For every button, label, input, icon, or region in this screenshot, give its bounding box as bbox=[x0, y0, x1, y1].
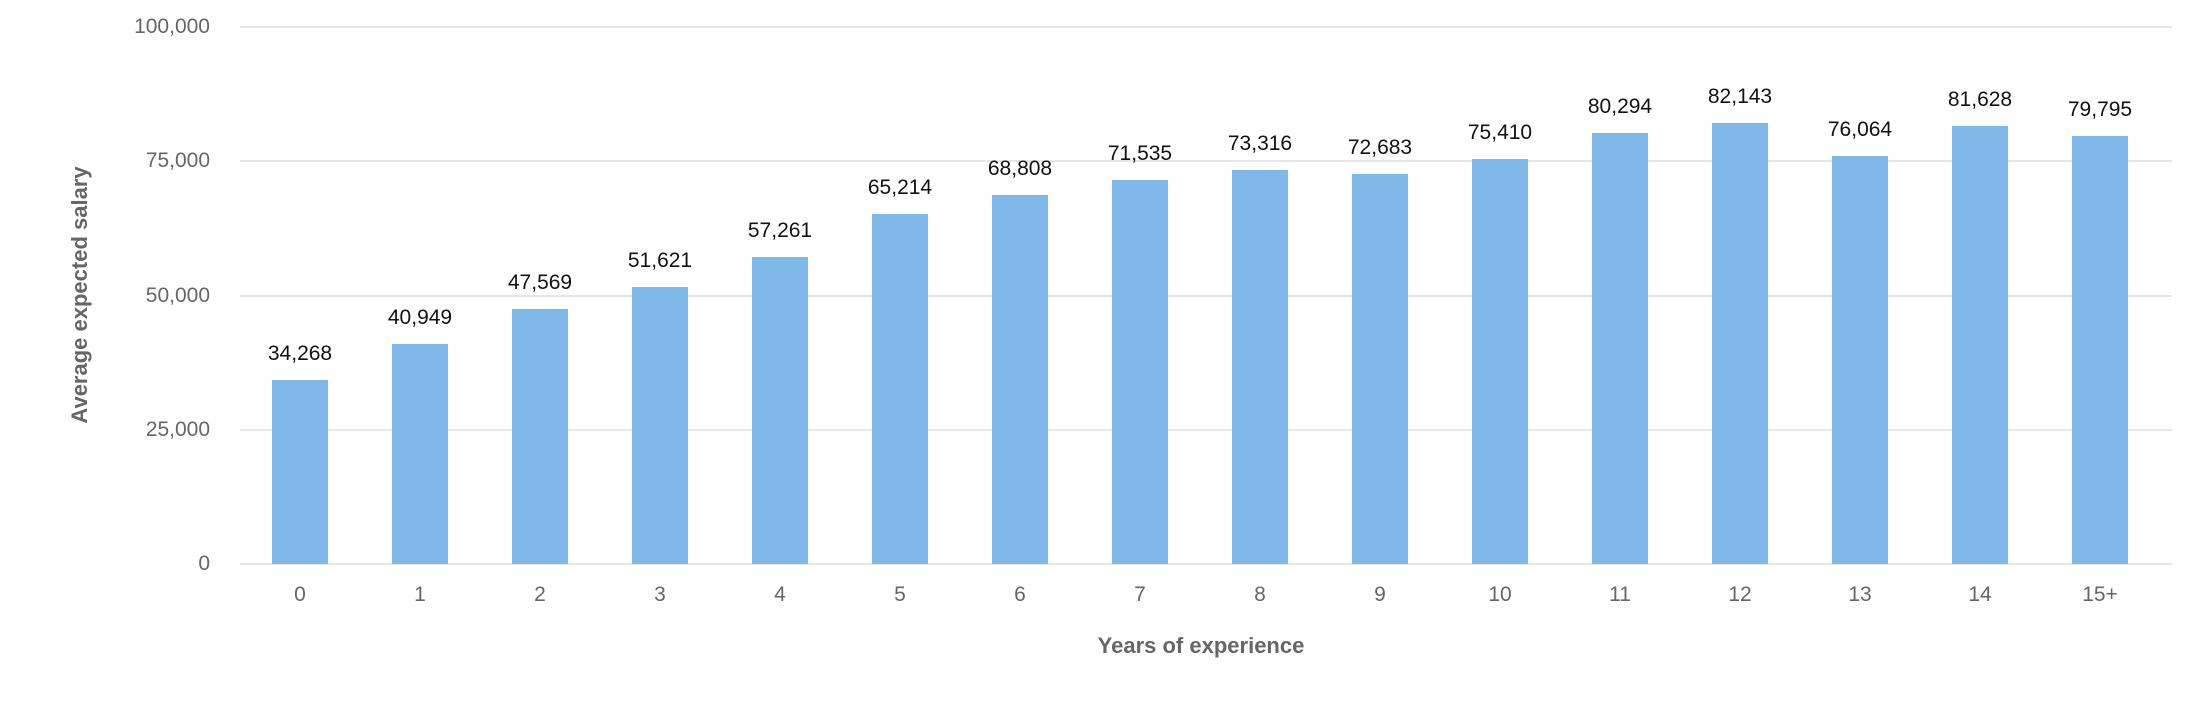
bar[interactable] bbox=[272, 379, 328, 564]
bar[interactable] bbox=[992, 194, 1048, 564]
y-tick-label: 25,000 bbox=[145, 417, 210, 441]
x-tick-label: 1 bbox=[414, 583, 426, 606]
bar-value-label: 80,294 bbox=[1587, 94, 1653, 118]
y-tick-label: 100,000 bbox=[134, 15, 210, 38]
x-tick-label: 15+ bbox=[2082, 583, 2118, 606]
bar[interactable] bbox=[1112, 179, 1168, 564]
bar-value-label: 71,535 bbox=[1107, 141, 1173, 165]
x-tick-label: 11 bbox=[1609, 583, 1631, 606]
bar[interactable] bbox=[512, 308, 568, 564]
bar-value-label: 76,064 bbox=[1827, 117, 1893, 141]
x-tick-label: 0 bbox=[294, 583, 306, 606]
x-tick-label: 6 bbox=[1014, 583, 1026, 606]
gridline bbox=[240, 563, 2172, 565]
x-tick-label: 7 bbox=[1134, 583, 1146, 606]
bar[interactable] bbox=[632, 286, 688, 564]
x-tick-label: 10 bbox=[1488, 583, 1512, 606]
bar-value-label: 72,683 bbox=[1347, 135, 1413, 159]
bar-value-label: 47,569 bbox=[507, 270, 573, 294]
x-tick-label: 2 bbox=[534, 583, 546, 606]
gridline bbox=[240, 294, 2172, 297]
bar[interactable] bbox=[1352, 173, 1408, 564]
x-tick-label: 13 bbox=[1848, 583, 1872, 606]
bar-value-label: 57,261 bbox=[747, 218, 813, 242]
bar[interactable] bbox=[1232, 170, 1288, 564]
y-tick-label: 75,000 bbox=[145, 149, 210, 173]
bar[interactable] bbox=[2072, 135, 2128, 564]
bar-value-label: 75,410 bbox=[1467, 121, 1533, 145]
gridline bbox=[240, 428, 2172, 431]
x-tick-label: 3 bbox=[654, 583, 666, 606]
x-tick-label: 14 bbox=[1968, 583, 1992, 606]
x-tick-label: 12 bbox=[1728, 583, 1752, 606]
y-axis-title: Average expected salary bbox=[67, 166, 92, 424]
bar-value-label: 82,143 bbox=[1707, 84, 1773, 108]
bar-value-label: 40,949 bbox=[387, 306, 453, 330]
bar[interactable] bbox=[1832, 155, 1888, 564]
x-tick-label: 8 bbox=[1254, 583, 1266, 606]
y-tick-label: 0 bbox=[198, 552, 210, 575]
bar[interactable] bbox=[392, 344, 448, 564]
bar-value-label: 79,795 bbox=[2067, 97, 2133, 121]
bar-value-label: 65,214 bbox=[867, 175, 933, 199]
bar[interactable] bbox=[872, 213, 928, 564]
x-tick-label: 4 bbox=[774, 583, 786, 606]
bar-value-label: 34,268 bbox=[267, 341, 333, 365]
bar-value-label: 73,316 bbox=[1227, 132, 1293, 156]
bar[interactable] bbox=[752, 256, 808, 564]
bar-value-label: 68,808 bbox=[987, 156, 1053, 180]
x-tick-label: 5 bbox=[894, 583, 906, 606]
bar[interactable] bbox=[1952, 125, 2008, 564]
x-tick-label: 9 bbox=[1374, 583, 1386, 606]
bar-value-label: 81,628 bbox=[1947, 87, 2013, 111]
bar[interactable] bbox=[1592, 132, 1648, 564]
bar[interactable] bbox=[1472, 159, 1528, 564]
bar[interactable] bbox=[1712, 122, 1768, 564]
gridline bbox=[240, 160, 2172, 163]
gridline bbox=[240, 26, 2172, 28]
bar-value-label: 51,621 bbox=[627, 248, 693, 272]
x-axis-title: Years of experience bbox=[1097, 633, 1305, 658]
y-tick-label: 50,000 bbox=[145, 283, 210, 307]
